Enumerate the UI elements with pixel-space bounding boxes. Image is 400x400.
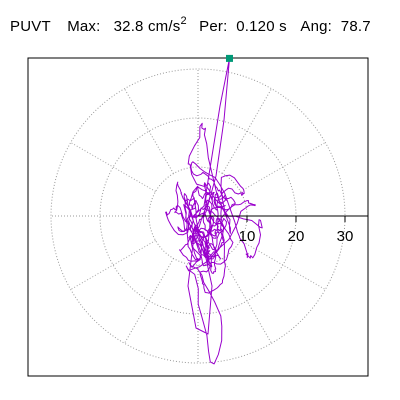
max-label: Max: xyxy=(67,18,101,35)
ang-value: 78.7 xyxy=(340,18,371,35)
radial-tick-label: 10 xyxy=(239,228,256,245)
max-value: 32.8 xyxy=(113,18,144,35)
max-marker xyxy=(225,54,233,62)
grid-spoke xyxy=(240,142,326,192)
grid-spoke xyxy=(124,88,174,174)
radial-tick-label: 20 xyxy=(288,228,305,245)
grid-spoke xyxy=(222,258,272,344)
station-name: PUVT xyxy=(10,18,51,35)
per-value: 0.120 s xyxy=(236,18,287,35)
chart-title-bar: PUVT Max: 32.8 cm/s2 Per: 0.120 s Ang: 7… xyxy=(10,15,371,35)
per-label: Per: xyxy=(199,18,228,35)
max-unit-power: 2 xyxy=(180,15,187,27)
motion-trace xyxy=(165,58,263,365)
grid-spoke xyxy=(240,240,326,290)
grid-spoke xyxy=(70,142,156,192)
trace-path xyxy=(165,58,263,365)
grid-spoke xyxy=(70,240,156,290)
grid-spoke xyxy=(124,258,174,344)
radial-axis: 10 20 30 xyxy=(198,215,368,245)
grid-spoke xyxy=(222,88,272,174)
ang-label: Ang: xyxy=(300,18,333,35)
max-point-marker xyxy=(225,54,233,62)
radial-tick-label: 30 xyxy=(337,228,354,245)
max-unit: cm/s xyxy=(147,18,181,35)
